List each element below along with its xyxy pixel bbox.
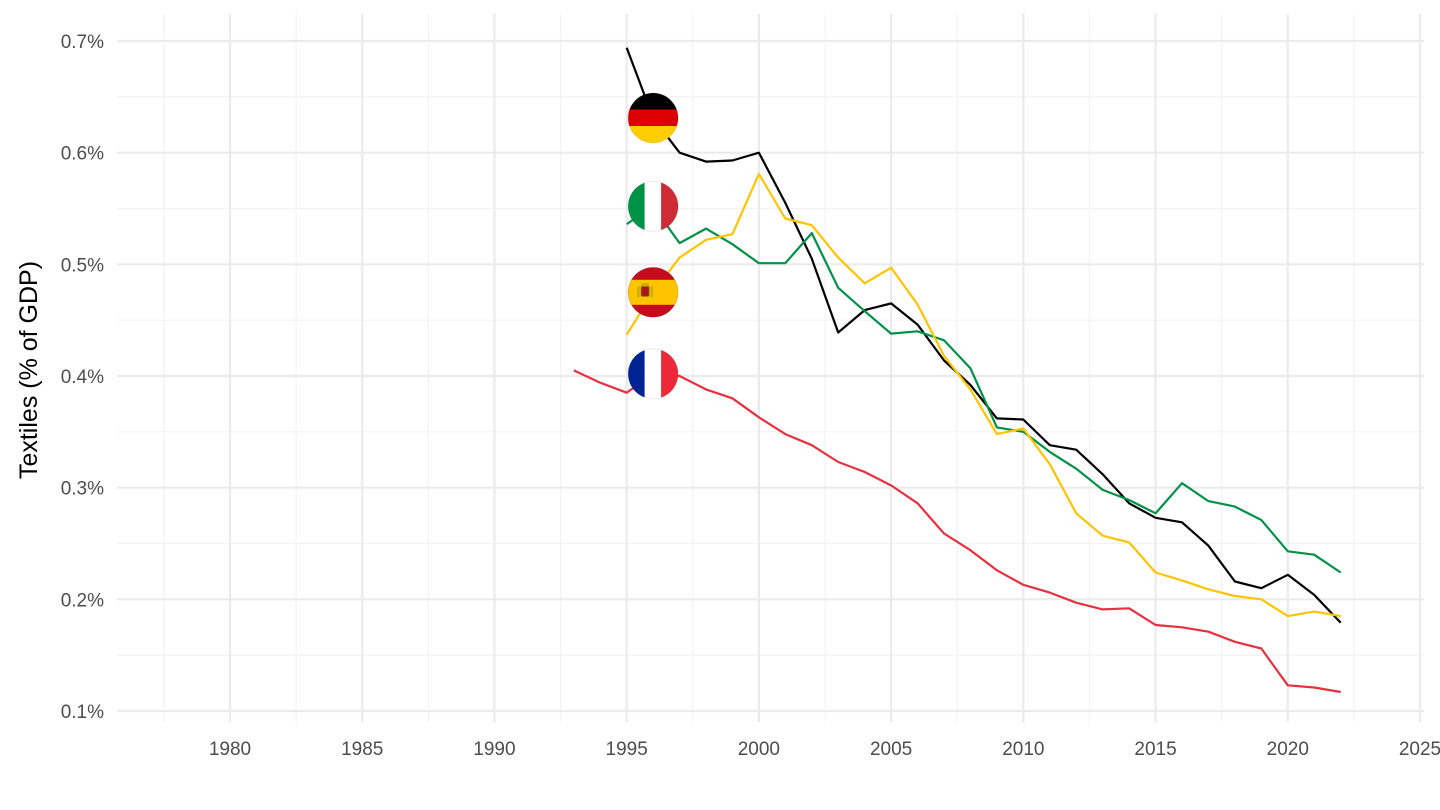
grid-lines <box>117 14 1424 722</box>
x-tick-label: 2000 <box>738 739 780 760</box>
y-tick-label: 0.5% <box>61 255 104 276</box>
x-tick-label: 2025 <box>1399 739 1440 760</box>
spain-flag-icon <box>627 266 679 318</box>
series-lines <box>573 47 1342 694</box>
x-tick-label: 2005 <box>870 739 912 760</box>
france-flag-icon <box>627 348 679 400</box>
y-axis-title: Textiles (% of GDP) <box>15 261 43 479</box>
y-tick-label: 0.2% <box>61 590 104 611</box>
series-line-italy <box>626 205 1342 574</box>
y-axis-ticks: 0.1% 0.2% 0.3% 0.4% 0.5% 0.6% 0.7% <box>61 32 104 723</box>
x-axis-ticks: 1980 1985 1990 1995 2000 2005 2010 2015 2020 2025 <box>209 739 1440 760</box>
y-tick-label: 0.7% <box>61 32 104 53</box>
series-line-germany <box>625 47 1342 624</box>
x-tick-label: 1990 <box>473 739 515 760</box>
y-tick-label: 0.6% <box>61 144 104 165</box>
x-tick-label: 2020 <box>1267 739 1309 760</box>
x-tick-label: 2010 <box>1002 739 1044 760</box>
x-tick-label: 1980 <box>209 739 251 760</box>
x-tick-label: 1985 <box>341 739 383 760</box>
germany-flag-icon <box>627 92 679 144</box>
y-tick-label: 0.1% <box>61 702 104 723</box>
x-tick-label: 1995 <box>606 739 648 760</box>
italy-flag-icon <box>627 180 679 232</box>
y-tick-label: 0.4% <box>61 367 104 388</box>
series-line-france <box>573 369 1341 694</box>
series-line-spain <box>625 172 1341 618</box>
y-tick-label: 0.3% <box>61 479 104 500</box>
x-tick-label: 2015 <box>1134 739 1176 760</box>
flag-markers <box>627 92 679 400</box>
